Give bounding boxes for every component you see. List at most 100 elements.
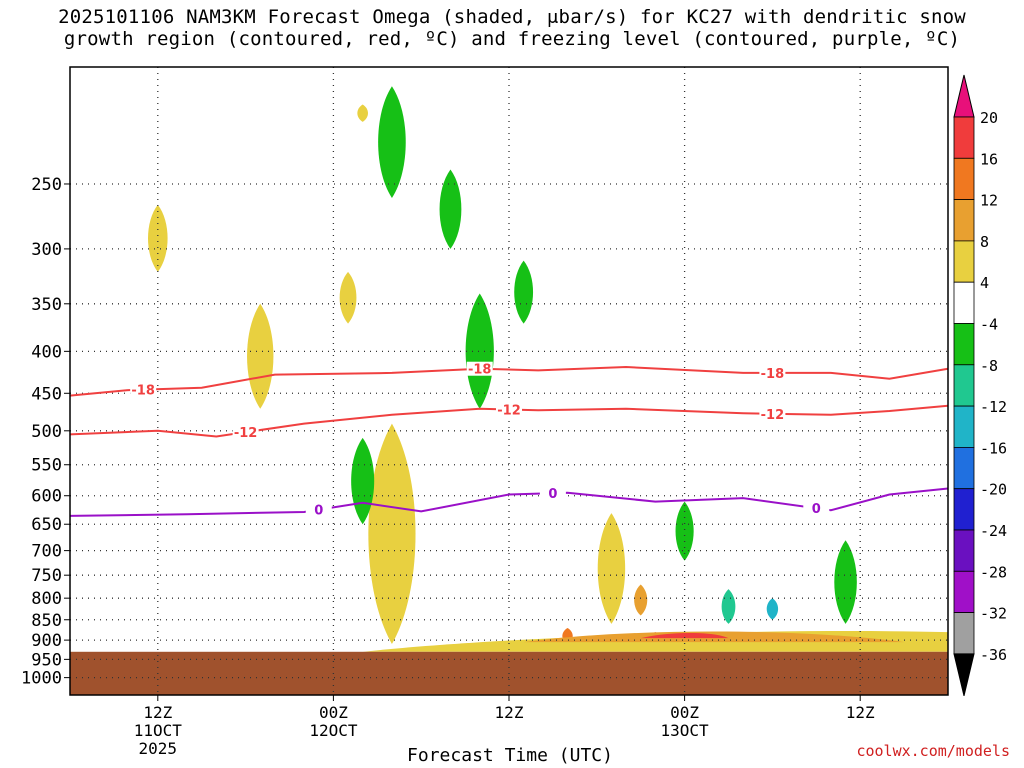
- contour-label-bg: [466, 361, 493, 376]
- colorbar-tick-label: -8: [980, 357, 998, 375]
- colorbar-segment: [953, 116, 975, 159]
- y-tick-label: 900: [31, 631, 62, 651]
- y-tick-label: 450: [31, 384, 62, 404]
- y-tick-label: 600: [31, 487, 62, 507]
- omega-region: [675, 501, 694, 561]
- omega-region: [834, 540, 857, 624]
- colorbar-segment: [953, 405, 975, 448]
- grid-lines: [70, 67, 948, 695]
- credit-text: coolwx.com/models: [856, 742, 1010, 760]
- contour-label-bg: [759, 406, 786, 421]
- y-tick-label: 800: [31, 589, 62, 609]
- y-tick-label: 750: [31, 566, 62, 586]
- colorbar-tick-label: -32: [980, 605, 1007, 623]
- omega-region: [247, 303, 274, 409]
- contour-label: -18: [131, 384, 155, 399]
- colorbar-segment: [953, 446, 975, 490]
- y-tick-label: 650: [31, 515, 62, 535]
- x-tick-label: 00Z: [319, 703, 348, 722]
- colorbar-segment: [953, 488, 975, 531]
- y-tick-label: 400: [31, 342, 62, 362]
- contour-label-bg: [130, 382, 157, 397]
- contour-label: -12: [234, 426, 258, 441]
- colorbar-tick-label: -24: [980, 522, 1007, 540]
- chart-title: 2025101106 NAM3KM Forecast Omega (shaded…: [0, 6, 1024, 50]
- omega-region: [465, 293, 494, 409]
- chart-title-line-2: growth region (contoured, red, ºC) and f…: [63, 28, 961, 50]
- contour-label: 0: [314, 504, 323, 519]
- omega-region: [514, 260, 534, 324]
- contour-line: [69, 487, 949, 517]
- y-tick-label: 500: [31, 422, 62, 442]
- colorbar-segment: [953, 199, 975, 242]
- colorbar-tick-label: 8: [980, 233, 989, 251]
- contour-label-bg: [496, 402, 522, 417]
- contour-label-bg: [232, 425, 259, 440]
- contour-label: -18: [761, 367, 785, 382]
- omega-region: [339, 271, 357, 324]
- omega-region: [597, 513, 626, 624]
- y-axis-ticks: 2503003504004505005506006507007508008509…: [21, 175, 70, 689]
- contour-label: -12: [761, 408, 785, 423]
- plot-frame: [69, 66, 949, 696]
- contour-label-bg: [539, 486, 566, 501]
- max-lift-core: [640, 633, 729, 639]
- contour-label: -12: [497, 404, 521, 419]
- x-tick-label: 00Z: [670, 703, 699, 722]
- colorbar-cap-bottom: [953, 653, 975, 697]
- y-tick-label: 250: [31, 175, 62, 195]
- y-tick-label: 950: [31, 650, 62, 670]
- omega-shading: [148, 86, 949, 652]
- colorbar-tick-label: -4: [980, 316, 998, 334]
- colorbar-segment: [953, 570, 975, 613]
- x-tick-sublabel: 11OCT: [134, 721, 183, 740]
- colorbar-segment: [953, 157, 975, 201]
- x-tick-label: 12Z: [143, 703, 172, 722]
- y-tick-label: 1000: [21, 669, 62, 689]
- contour-label: -18: [468, 363, 492, 378]
- y-tick-label: 550: [31, 456, 62, 476]
- colorbar-tick-label: -16: [980, 439, 1007, 457]
- omega-region: [721, 589, 736, 624]
- contour-label-bg: [305, 502, 332, 517]
- contours: -18 -18 -18 -12 -12 -12 0 0 0: [69, 361, 949, 519]
- colorbar-tick-label: 20: [980, 109, 998, 127]
- omega-region: [378, 86, 406, 198]
- colorbar-tick-label: 12: [980, 192, 998, 210]
- colorbar-segment: [953, 281, 975, 324]
- chart-title-line-1: 2025101106 NAM3KM Forecast Omega (shaded…: [58, 6, 966, 28]
- omega-region: [357, 104, 368, 122]
- colorbar-segment: [953, 240, 975, 283]
- colorbar-segment: [953, 364, 975, 407]
- omega-region: [634, 584, 648, 616]
- colorbar-cap-top: [953, 74, 975, 118]
- x-axis-label: Forecast Time (UTC): [407, 745, 613, 766]
- contour-line: [69, 366, 949, 397]
- x-tick-label: 12Z: [495, 703, 524, 722]
- colorbar-segment: [953, 529, 975, 572]
- omega-region: [148, 204, 168, 272]
- contour-label-bg: [759, 365, 786, 380]
- colorbar-tick-label: 16: [980, 150, 998, 168]
- x-tick-sublabel: 12OCT: [309, 721, 358, 740]
- contour-label: 0: [812, 502, 821, 517]
- colorbar-tick-label: 4: [980, 274, 989, 292]
- x-tick-label: 12Z: [846, 703, 875, 722]
- colorbar: 20 16 12 8 4 -4 -8 -12 -16 -20 -24 -28 -32 -36: [953, 74, 1007, 697]
- contour-label-bg: [803, 501, 830, 516]
- colorbar-tick-label: -12: [980, 398, 1007, 416]
- colorbar-tick-label: -36: [980, 646, 1007, 664]
- y-tick-label: 350: [31, 295, 62, 315]
- colorbar-segment: [953, 323, 975, 366]
- x-tick-sublabel: 13OCT: [661, 721, 710, 740]
- x-tick-sublabel: 2025: [139, 739, 178, 758]
- omega-region: [368, 423, 416, 645]
- omega-region: [439, 169, 462, 249]
- contour-label: 0: [548, 487, 557, 502]
- omega-region: [766, 598, 779, 620]
- y-tick-label: 850: [31, 611, 62, 631]
- y-tick-label: 300: [31, 240, 62, 260]
- colorbar-segment: [953, 612, 975, 655]
